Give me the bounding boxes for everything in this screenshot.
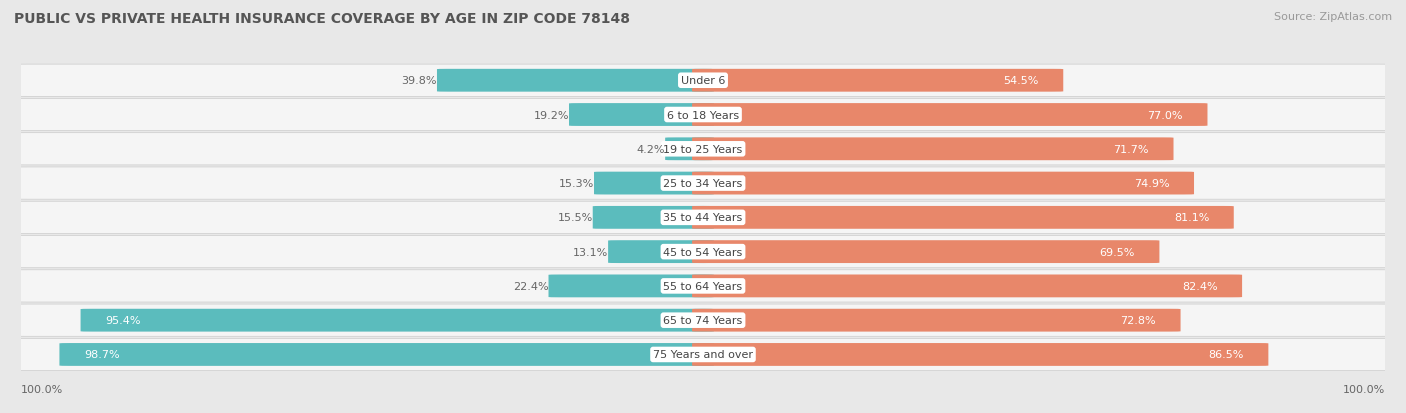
Text: 75 Years and over: 75 Years and over: [652, 350, 754, 360]
FancyBboxPatch shape: [692, 309, 1181, 332]
Text: 95.4%: 95.4%: [105, 316, 141, 325]
FancyBboxPatch shape: [665, 138, 714, 161]
FancyBboxPatch shape: [692, 172, 1194, 195]
FancyBboxPatch shape: [0, 168, 1406, 200]
FancyBboxPatch shape: [0, 270, 1406, 302]
FancyBboxPatch shape: [80, 309, 714, 332]
FancyBboxPatch shape: [692, 70, 1063, 93]
Text: 74.9%: 74.9%: [1133, 179, 1170, 189]
Text: Under 6: Under 6: [681, 76, 725, 86]
Text: 19.2%: 19.2%: [533, 110, 569, 120]
Text: 4.2%: 4.2%: [637, 145, 665, 154]
FancyBboxPatch shape: [0, 65, 1406, 97]
FancyBboxPatch shape: [0, 202, 1406, 234]
Text: 69.5%: 69.5%: [1099, 247, 1135, 257]
FancyBboxPatch shape: [0, 99, 1406, 131]
FancyBboxPatch shape: [692, 206, 1233, 229]
FancyBboxPatch shape: [0, 304, 1406, 337]
Text: 19 to 25 Years: 19 to 25 Years: [664, 145, 742, 154]
FancyBboxPatch shape: [569, 104, 714, 127]
Text: 15.5%: 15.5%: [558, 213, 593, 223]
FancyBboxPatch shape: [692, 104, 1208, 127]
Text: 98.7%: 98.7%: [84, 350, 120, 360]
Text: 81.1%: 81.1%: [1174, 213, 1209, 223]
Text: 100.0%: 100.0%: [21, 384, 63, 394]
Text: 15.3%: 15.3%: [558, 179, 593, 189]
Text: 100.0%: 100.0%: [1343, 384, 1385, 394]
FancyBboxPatch shape: [692, 241, 1160, 263]
Text: 13.1%: 13.1%: [572, 247, 609, 257]
FancyBboxPatch shape: [692, 343, 1268, 366]
FancyBboxPatch shape: [59, 343, 714, 366]
Text: 65 to 74 Years: 65 to 74 Years: [664, 316, 742, 325]
FancyBboxPatch shape: [0, 236, 1406, 268]
Text: 22.4%: 22.4%: [513, 281, 548, 291]
Text: 54.5%: 54.5%: [1004, 76, 1039, 86]
FancyBboxPatch shape: [548, 275, 714, 298]
Text: 71.7%: 71.7%: [1114, 145, 1149, 154]
Text: 82.4%: 82.4%: [1182, 281, 1218, 291]
FancyBboxPatch shape: [593, 172, 714, 195]
Text: 86.5%: 86.5%: [1208, 350, 1244, 360]
FancyBboxPatch shape: [0, 133, 1406, 166]
Text: 25 to 34 Years: 25 to 34 Years: [664, 179, 742, 189]
Text: 45 to 54 Years: 45 to 54 Years: [664, 247, 742, 257]
Text: Source: ZipAtlas.com: Source: ZipAtlas.com: [1274, 12, 1392, 22]
FancyBboxPatch shape: [609, 241, 714, 263]
FancyBboxPatch shape: [437, 70, 714, 93]
Text: 39.8%: 39.8%: [402, 76, 437, 86]
FancyBboxPatch shape: [692, 138, 1174, 161]
FancyBboxPatch shape: [0, 339, 1406, 371]
Text: 55 to 64 Years: 55 to 64 Years: [664, 281, 742, 291]
FancyBboxPatch shape: [692, 275, 1241, 298]
Text: 6 to 18 Years: 6 to 18 Years: [666, 110, 740, 120]
Text: 35 to 44 Years: 35 to 44 Years: [664, 213, 742, 223]
Text: 77.0%: 77.0%: [1147, 110, 1182, 120]
FancyBboxPatch shape: [593, 206, 714, 229]
Text: 72.8%: 72.8%: [1121, 316, 1156, 325]
Text: PUBLIC VS PRIVATE HEALTH INSURANCE COVERAGE BY AGE IN ZIP CODE 78148: PUBLIC VS PRIVATE HEALTH INSURANCE COVER…: [14, 12, 630, 26]
